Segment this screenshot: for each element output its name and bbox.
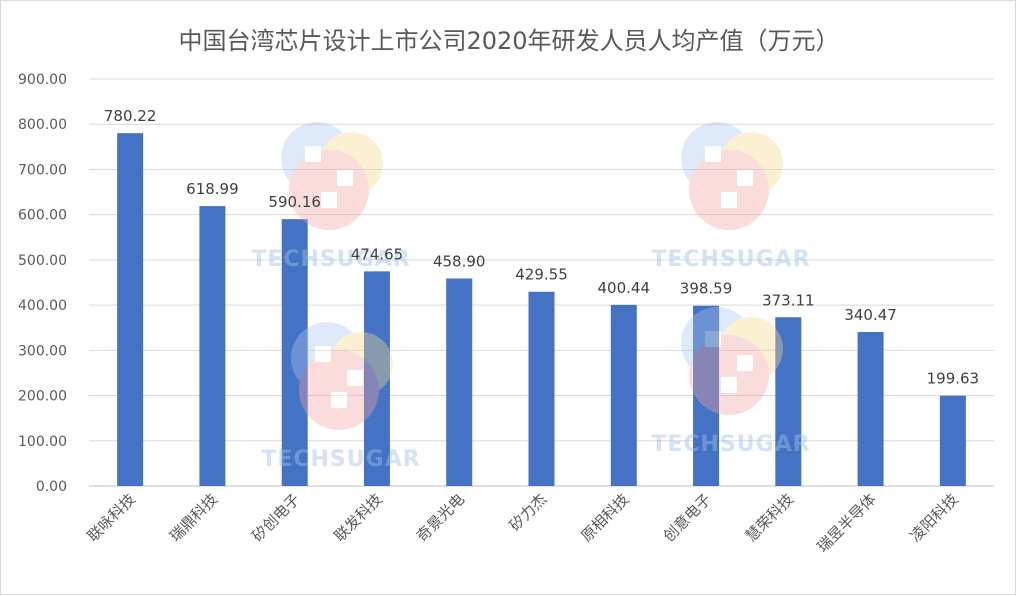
x-tick-label: 瑞鼎科技 [166, 490, 221, 545]
bar [528, 291, 555, 486]
y-tick-label: 400.00 [18, 298, 67, 314]
bar [610, 304, 637, 486]
bar [117, 133, 144, 486]
x-tick-label: 矽创电子 [248, 490, 303, 545]
watermarks: TECHSUGAR TECHSUGAR TECHSUGAR TECHSUGAR [251, 122, 810, 472]
x-tick-label: 联发科技 [331, 490, 386, 545]
y-axis-ticks: 0.00 100.00 200.00 300.00 400.00 500.00 600.00… [18, 72, 67, 495]
chart-title: 中国台湾芯片设计上市公司2020年研发人员人均产值（万元） [178, 27, 839, 55]
y-tick-label: 500.00 [18, 253, 67, 269]
x-tick-label: 凌阳科技 [907, 490, 962, 545]
bar [857, 332, 884, 486]
x-tick-label: 瑞昱半导体 [814, 490, 880, 556]
watermark-logo [681, 122, 783, 230]
data-label: 474.65 [351, 245, 404, 263]
bar [199, 206, 226, 486]
y-tick-label: 200.00 [18, 389, 67, 405]
x-tick-label: 原相科技 [577, 490, 632, 545]
data-labels: 780.22 618.99 590.16 474.65 458.90 429.55 400.… [104, 107, 979, 388]
bar [939, 395, 966, 486]
data-label: 199.63 [927, 370, 980, 388]
x-tick-label: 慧荣科技 [742, 490, 797, 545]
y-tick-label: 300.00 [18, 343, 67, 359]
watermark-text: TECHSUGAR [261, 447, 420, 472]
y-tick-label: 900.00 [18, 72, 67, 88]
bar [281, 219, 308, 487]
x-tick-label: 创意电子 [660, 490, 715, 545]
y-tick-label: 100.00 [18, 434, 67, 450]
y-tick-label: 800.00 [18, 117, 67, 133]
watermark-text: TECHSUGAR [251, 247, 410, 272]
data-label: 373.11 [762, 291, 815, 309]
watermark-logo [281, 122, 383, 230]
watermark-logo [681, 307, 783, 415]
bar [363, 271, 390, 486]
data-label: 458.90 [433, 252, 486, 270]
y-tick-label: 0.00 [36, 479, 67, 495]
data-label: 429.55 [515, 266, 568, 284]
x-axis-ticks: 联咏科技 瑞鼎科技 矽创电子 联发科技 奇景光电 矽力杰 原相科技 创意电子 慧荣科技 瑞昱半导体… [84, 490, 962, 556]
data-label: 398.59 [680, 280, 733, 298]
data-label: 618.99 [186, 180, 239, 198]
watermark-text: TECHSUGAR [651, 432, 810, 457]
bar [775, 317, 802, 486]
bar [693, 305, 720, 486]
bar [446, 278, 473, 486]
data-label: 340.47 [844, 306, 897, 324]
watermark-logo [291, 322, 393, 430]
x-tick-label: 奇景光电 [413, 490, 468, 545]
y-tick-label: 600.00 [18, 208, 67, 224]
y-tick-label: 700.00 [18, 162, 67, 178]
x-tick-label: 联咏科技 [84, 490, 139, 545]
data-label: 780.22 [104, 107, 157, 125]
watermark-text: TECHSUGAR [651, 247, 810, 272]
data-label: 400.44 [598, 279, 651, 297]
x-tick-label: 矽力杰 [506, 490, 551, 535]
data-label: 590.16 [268, 193, 321, 211]
bars [117, 133, 966, 487]
